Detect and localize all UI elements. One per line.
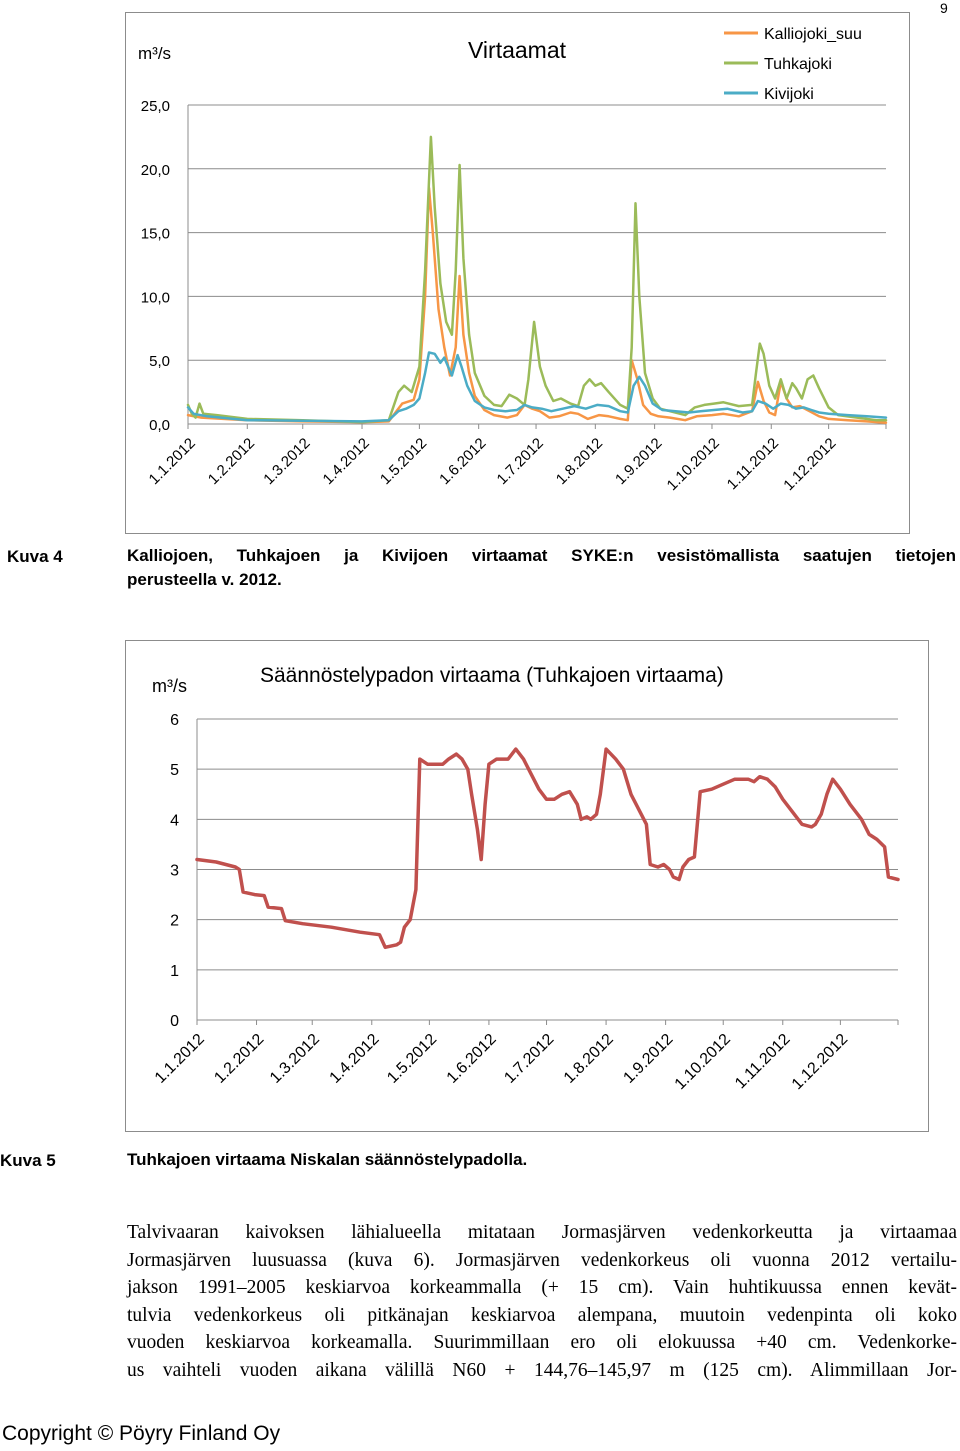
- y-tick-label: 25,0: [141, 98, 170, 115]
- y-tick-label: 15,0: [141, 226, 170, 243]
- figure5-title: Säännöstelypadon virtaama (Tuhkajoen vir…: [260, 664, 724, 687]
- x-tick-label: 1.12.2012: [780, 435, 839, 494]
- figure4-caption-line: perusteella v. 2012.: [127, 570, 282, 589]
- x-tick-label: 1.3.2012: [267, 1031, 323, 1087]
- legend-label-kivijoki: Kivijoki: [764, 86, 814, 103]
- figure5-chart: 0 1 2 3 4 5 6 1.1.2012 1.2.2012 1.3.2012 1.4.2012…: [125, 640, 929, 1132]
- x-tick-label: 1.11.2012: [732, 1031, 794, 1093]
- x-tick-label: 1.2.2012: [205, 435, 258, 488]
- y-tick-label: 0,0: [149, 417, 170, 434]
- body-line: jakson 1991–2005 keskiarvoa korkeammalla…: [127, 1277, 957, 1298]
- x-tick-label: 1.7.2012: [494, 435, 547, 488]
- x-tick-label: 1.1.2012: [146, 435, 199, 488]
- body-line: tulvia vedenkorkeus oli pitkänajan keski…: [127, 1304, 957, 1326]
- body-line: Jormasjärven luusuassa (kuva 6). Jormasj…: [127, 1249, 957, 1271]
- legend-label-kalliojoki: Kalliojoki_suu: [764, 26, 862, 43]
- body-paragraph: Talvivaaran kaivoksen lähialueella mitat…: [127, 1219, 957, 1384]
- y-tick-label: 5: [170, 762, 179, 779]
- x-tick-label: 1.10.2012: [672, 1031, 734, 1093]
- x-tick-label: 1.12.2012: [789, 1031, 851, 1093]
- figure5-label: Kuva 5: [0, 1151, 56, 1170]
- x-tick-label: 1.4.2012: [320, 435, 373, 488]
- x-tick-label: 1.2.2012: [211, 1031, 267, 1087]
- x-tick-label: 1.11.2012: [724, 435, 782, 493]
- y-tick-label: 3: [170, 863, 179, 880]
- figure5-svg: 0 1 2 3 4 5 6 1.1.2012 1.2.2012 1.3.2012 1.4.2012…: [152, 664, 900, 1093]
- y-tick-label: 2: [170, 913, 179, 930]
- figure5-y-unit: m³/s: [152, 676, 187, 696]
- series-line: [195, 747, 900, 950]
- footer-copyright: Copyright © Pöyry Finland Oy: [2, 1422, 281, 1445]
- figure4-title: Virtaamat: [468, 37, 567, 63]
- figure4-chart: 0,0 5,0 10,0 15,0 20,0 25,0 1.1.2012 1.2.2012 1…: [125, 12, 910, 534]
- x-tick-label: 1.8.2012: [553, 435, 606, 488]
- x-tick-label: 1.10.2012: [664, 435, 723, 494]
- x-tick-label: 1.8.2012: [561, 1031, 617, 1087]
- figure5-caption: Tuhkajoen virtaama Niskalan säännöstelyp…: [127, 1148, 956, 1172]
- x-tick-label: 1.3.2012: [260, 435, 313, 488]
- figure4-label: Kuva 4: [7, 547, 63, 566]
- x-tick-label: 1.9.2012: [620, 1031, 676, 1087]
- body-line: Talvivaaran kaivoksen lähialueella mitat…: [127, 1222, 957, 1243]
- x-tick-label: 1.5.2012: [384, 1031, 440, 1087]
- series-line: [186, 186, 888, 424]
- y-tick-label: 4: [170, 812, 179, 829]
- legend-label-tuhkajoki: Tuhkajoki: [764, 56, 832, 73]
- figure4-svg: 0,05,010,015,020,025,0 1.1.2012 1.2.2012 1…: [138, 26, 888, 494]
- x-tick-label: 1.7.2012: [501, 1031, 557, 1087]
- figure5-caption-line: Tuhkajoen virtaama Niskalan säännöstelyp…: [127, 1150, 528, 1169]
- series-line: [186, 135, 888, 424]
- x-tick-label: 1.6.2012: [436, 435, 489, 488]
- y-tick-label: 6: [170, 712, 179, 729]
- series-line: [186, 351, 888, 423]
- y-tick-label: 20,0: [141, 162, 170, 179]
- body-line: us vaihteli vuoden aikana välillä N60 + …: [127, 1359, 957, 1381]
- figure4-caption: Kalliojoen, Tuhkajoen ja Kivijoen virtaa…: [127, 544, 956, 592]
- page-number: 9: [940, 0, 948, 16]
- figure4-y-unit: m³/s: [138, 44, 171, 63]
- x-tick-label: 1.5.2012: [377, 435, 430, 488]
- figure4-caption-line: Kalliojoen, Tuhkajoen ja Kivijoen virtaa…: [127, 546, 956, 565]
- y-tick-label: 1: [170, 963, 179, 980]
- x-tick-label: 1.6.2012: [444, 1031, 500, 1087]
- x-tick-label: 1.1.2012: [152, 1031, 208, 1087]
- y-tick-label: 10,0: [141, 289, 170, 306]
- x-tick-label: 1.9.2012: [612, 435, 665, 488]
- y-tick-label: 0: [170, 1013, 179, 1030]
- figure4-legend: Kalliojoki_suu Tuhkajoki Kivijoki: [724, 26, 862, 103]
- y-tick-label: 5,0: [149, 353, 170, 370]
- x-tick-label: 1.4.2012: [327, 1031, 383, 1087]
- body-line: vuoden keskiarvoa korkeamalla. Suurimmil…: [127, 1332, 957, 1353]
